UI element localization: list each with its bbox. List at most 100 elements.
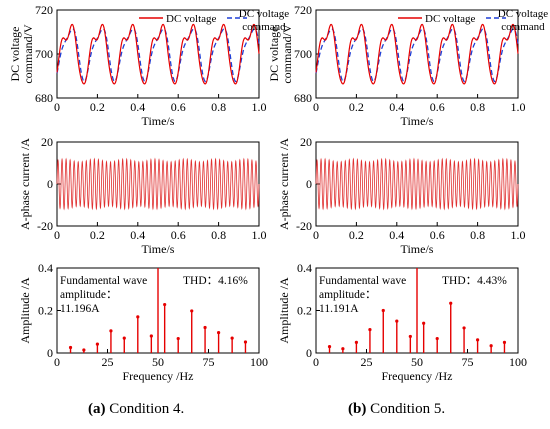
a-bot-point-11 (203, 325, 207, 330)
a-bot-point-3 (109, 329, 113, 333)
a-mid-xtick-2: 0.4 (130, 228, 145, 242)
caption-a-text: Condition 4. (105, 401, 185, 417)
b-mid-xtick-5: 1.0 (511, 228, 526, 242)
a-top-xtick-1: 0.2 (90, 100, 105, 114)
b-bot-thd: THD：4.43% (442, 275, 507, 287)
b-top-ytick-1: 700 (294, 47, 312, 61)
a-mid-xtick-5: 1.0 (252, 228, 267, 242)
b-bot-ylabel: Amplitude /A (277, 277, 291, 344)
a-bot-thd: THD：4.16% (183, 275, 248, 287)
a-top-ytick-1: 700 (35, 47, 53, 61)
a-top-legend-label-1a: DC voltage (239, 8, 290, 20)
b-top-xtick-2: 0.4 (389, 100, 404, 114)
a-mid-xlabel: Time/s (142, 242, 175, 256)
a-top-xtick-3: 0.6 (171, 100, 186, 114)
b-mid-ytick-2: 20 (300, 135, 312, 149)
b-bot-point-14 (502, 340, 507, 344)
a-top-series-dc-voltage (56, 23, 260, 85)
b-bot-xtick-0: 0 (313, 355, 319, 369)
a-top-xlabel: Time/s (142, 114, 175, 128)
b-top-ytick-0: 680 (294, 91, 312, 105)
b-top-ytick-2: 720 (294, 3, 312, 17)
a-bot-point-6 (149, 334, 153, 338)
a-top-legend-label-0: DC voltage (166, 13, 217, 25)
a-mid-xtick-1: 0.2 (90, 228, 105, 242)
b-top-xtick-1: 0.2 (349, 100, 364, 114)
b-bot-point-3 (368, 328, 372, 332)
caption-b-text: Condition 5. (366, 401, 446, 417)
b-top-legend-label-1b: command (501, 21, 545, 33)
b-mid-xlabel: Time/s (401, 242, 434, 256)
b-bot-annotation-amp-label: amplitude： (319, 289, 377, 301)
a-bot-ylabel: Amplitude /A (18, 277, 32, 344)
a-bot-xtick-1: 25 (102, 355, 114, 369)
a-bot-point-2 (95, 342, 99, 346)
b-bot-annotation-amp-value: 11.191A (319, 303, 359, 315)
a-bot-ytick-0: 0 (47, 346, 53, 360)
b-bot-point-11 (462, 326, 466, 330)
a-bot-point-9 (176, 336, 180, 341)
b-top-xtick-5: 1.0 (511, 100, 526, 114)
b-bot-ytick-1: 0.2 (297, 304, 312, 318)
b-mid-xtick-1: 0.2 (349, 228, 364, 242)
b-mid-xtick-3: 0.6 (430, 228, 445, 242)
a-mid-xtick-0: 0 (54, 228, 60, 242)
b-bot-point-5 (395, 319, 399, 323)
a-bot-xtick-4: 100 (250, 355, 268, 369)
caption-b-letter: (b) (348, 401, 367, 417)
b-top-ylabel-line2: command/V (280, 24, 294, 84)
a-bot-point-1 (82, 348, 86, 352)
b-bot-point-10 (449, 301, 453, 305)
b-bot-xtick-4: 100 (509, 355, 527, 369)
a-bot-annotation-amp-label: amplitude： (60, 289, 118, 301)
b-top-ylabel-line1: DC voltage (267, 27, 281, 82)
b-bot-point-9 (435, 336, 439, 341)
a-mid-ytick-1: 0 (47, 177, 53, 191)
b-bot-point-2 (354, 340, 358, 344)
b-mid-series-current (315, 157, 519, 211)
b-top-series-dc-voltage (315, 23, 519, 85)
b-bot-ytick-2: 0.4 (297, 261, 312, 275)
a-bot-point-0 (68, 345, 73, 350)
a-top-legend-label-1b: command (242, 21, 286, 33)
caption-b: (b) Condition 5. (348, 401, 445, 418)
a-bot-xtick-3: 75 (203, 355, 215, 369)
b-bot-point-0 (327, 345, 332, 349)
b-bot-xtick-1: 25 (361, 355, 373, 369)
b-bot-point-12 (476, 338, 480, 342)
a-top-ylabel-line2: command/V (21, 24, 35, 84)
a-top-ylabel-line1: DC voltage (8, 27, 22, 82)
a-bot-xtick-2: 50 (152, 355, 164, 369)
b-bot-xtick-3: 75 (462, 355, 474, 369)
b-bot-point-6 (408, 334, 412, 339)
b-bot-point-8 (422, 321, 426, 325)
a-top-xtick-2: 0.4 (130, 100, 145, 114)
a-top-ytick-0: 680 (35, 91, 53, 105)
b-top-xtick-3: 0.6 (430, 100, 445, 114)
a-mid-ylabel: A-phase current /A (18, 138, 32, 230)
b-top-legend-label-1a: DC voltage (498, 8, 549, 20)
b-bot-xlabel: Frequency /Hz (382, 369, 453, 383)
b-bot-point-4 (381, 308, 385, 313)
b-mid-ytick-0: -20 (296, 219, 312, 233)
caption-a: (a) Condition 4. (88, 401, 184, 418)
a-top-ytick-2: 720 (35, 3, 53, 17)
b-mid-xtick-2: 0.4 (389, 228, 404, 242)
a-mid-ytick-0: -20 (37, 219, 53, 233)
b-top-xtick-4: 0.8 (470, 100, 485, 114)
b-bot-point-1 (341, 347, 345, 351)
b-top-xlabel: Time/s (401, 114, 434, 128)
figure: 0 0.2 0.4 0.6 0.8 1.0 680 700 720 Time/s DC voltag… (8, 3, 549, 383)
b-mid-ylabel: A-phase current /A (277, 138, 291, 230)
b-mid-ytick-1: 0 (306, 177, 312, 191)
b-bot-xtick-2: 50 (411, 355, 423, 369)
b-bot-ytick-0: 0 (306, 346, 312, 360)
a-bot-point-8 (163, 302, 167, 307)
a-bot-point-5 (136, 315, 140, 319)
a-mid-ytick-2: 20 (41, 135, 53, 149)
b-bot-annotation-fund: Fundamental wave (319, 275, 406, 287)
a-top-xtick-0: 0 (54, 100, 60, 114)
a-bot-point-4 (122, 336, 126, 340)
b-mid-xtick-4: 0.8 (470, 228, 485, 242)
a-top-xtick-5: 1.0 (252, 100, 267, 114)
